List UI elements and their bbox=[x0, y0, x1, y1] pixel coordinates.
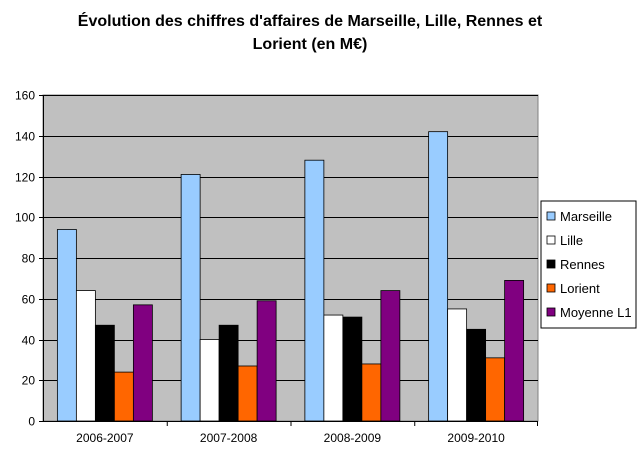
bar bbox=[113, 371, 134, 422]
legend-label: Lille bbox=[560, 233, 583, 248]
bar bbox=[237, 365, 258, 422]
bar bbox=[485, 357, 506, 422]
legend-label: Lorient bbox=[560, 281, 600, 296]
bar bbox=[94, 324, 115, 422]
legend-swatch bbox=[546, 211, 556, 221]
bar bbox=[304, 159, 325, 422]
bar bbox=[75, 290, 96, 422]
y-tick-label: 100 bbox=[15, 211, 35, 225]
legend-label: Rennes bbox=[560, 257, 605, 272]
y-tick-label: 120 bbox=[15, 171, 35, 185]
y-tick-label: 0 bbox=[28, 415, 35, 429]
bar bbox=[323, 314, 344, 422]
bar bbox=[428, 131, 449, 422]
legend-swatch bbox=[546, 283, 556, 293]
bar bbox=[199, 339, 220, 422]
y-tick-label: 140 bbox=[15, 130, 35, 144]
chart-title: Évolution des chiffres d'affaires de Mar… bbox=[40, 10, 580, 56]
x-tick-label: 2007-2008 bbox=[200, 431, 258, 445]
x-tick-label: 2009-2010 bbox=[447, 431, 505, 445]
chart-title-line-1: Évolution des chiffres d'affaires de Mar… bbox=[77, 13, 543, 30]
y-tick-label: 60 bbox=[22, 293, 36, 307]
bar bbox=[447, 308, 468, 422]
chart-title-line-2: Lorient (en M€) bbox=[252, 36, 368, 53]
bar bbox=[132, 304, 153, 422]
y-tick-label: 40 bbox=[22, 334, 36, 348]
bar bbox=[180, 174, 201, 422]
y-tick-label: 160 bbox=[15, 89, 35, 103]
bar bbox=[380, 290, 401, 422]
x-tick-label: 2008-2009 bbox=[324, 431, 382, 445]
legend-label: Marseille bbox=[560, 209, 612, 224]
bar bbox=[218, 324, 239, 422]
bar bbox=[504, 280, 525, 422]
legend bbox=[540, 200, 637, 329]
legend-swatch bbox=[546, 307, 556, 317]
y-tick-label: 20 bbox=[22, 374, 36, 388]
y-tick-label: 80 bbox=[22, 252, 36, 266]
bar bbox=[56, 229, 77, 422]
legend-label: Moyenne L1 bbox=[560, 305, 632, 320]
legend-swatch bbox=[546, 235, 556, 245]
bar bbox=[342, 316, 363, 422]
bar bbox=[256, 300, 277, 422]
bar bbox=[361, 363, 382, 422]
legend-swatch bbox=[546, 259, 556, 269]
bar bbox=[466, 328, 487, 422]
x-tick-label: 2006-2007 bbox=[76, 431, 134, 445]
